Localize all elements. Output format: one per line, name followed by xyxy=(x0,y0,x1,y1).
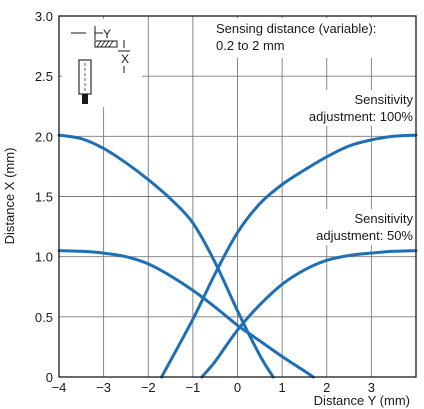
sensor-target-icon: Y X xyxy=(62,19,142,107)
x-axis-label: Distance Y (mm) xyxy=(314,393,410,408)
x-tick-label: 1 xyxy=(279,380,286,395)
y-tick-label: 2.5 xyxy=(35,69,53,84)
curve-series-4 xyxy=(200,249,418,379)
x-tick-label: −3 xyxy=(96,380,111,395)
y-axis-label: Distance X (mm) xyxy=(2,148,17,245)
curve-series-1 xyxy=(57,133,275,379)
sensitivity-50-note-bg xyxy=(300,209,414,245)
icon-label-x: X xyxy=(121,52,129,66)
x-tick-label: 3 xyxy=(368,380,375,395)
curve-series-3 xyxy=(57,249,315,379)
y-tick-label: 2.0 xyxy=(35,129,53,144)
curves xyxy=(57,133,418,379)
x-tick-label: 2 xyxy=(323,380,330,395)
y-tick-labels: 0 0.5 1.0 1.5 2.0 2.5 3.0 xyxy=(35,9,53,385)
x-tick-label: −4 xyxy=(52,380,67,395)
sensing-note-line1: Sensing distance (variable): xyxy=(216,21,376,36)
sensing-note-bg xyxy=(210,18,414,58)
sensing-note-line2: 0.2 to 2 mm xyxy=(216,38,285,53)
y-tick-label: 1.5 xyxy=(35,190,53,205)
y-tick-label: 0.5 xyxy=(35,310,53,325)
x-tick-label: 0 xyxy=(234,380,241,395)
y-tick-label: 3.0 xyxy=(35,9,53,24)
curve-series-2 xyxy=(160,133,418,379)
x-tick-label: −2 xyxy=(141,380,156,395)
plot-frame xyxy=(58,15,417,378)
x-tick-labels: −4 −3 −2 −1 0 1 2 3 xyxy=(52,380,375,395)
x-tick-label: −1 xyxy=(185,380,200,395)
sensitivity-50-line2: adjustment: 50% xyxy=(316,228,413,243)
sensitivity-100-note-bg xyxy=(294,90,414,126)
icon-label-y: Y xyxy=(103,27,111,41)
sensitivity-100-line2: adjustment: 100% xyxy=(309,109,414,124)
y-tick-label: 0 xyxy=(46,370,53,385)
sensitivity-50-line1: Sensitivity xyxy=(354,211,413,226)
sensitivity-100-line1: Sensitivity xyxy=(354,92,413,107)
y-tick-label: 1.0 xyxy=(35,250,53,265)
